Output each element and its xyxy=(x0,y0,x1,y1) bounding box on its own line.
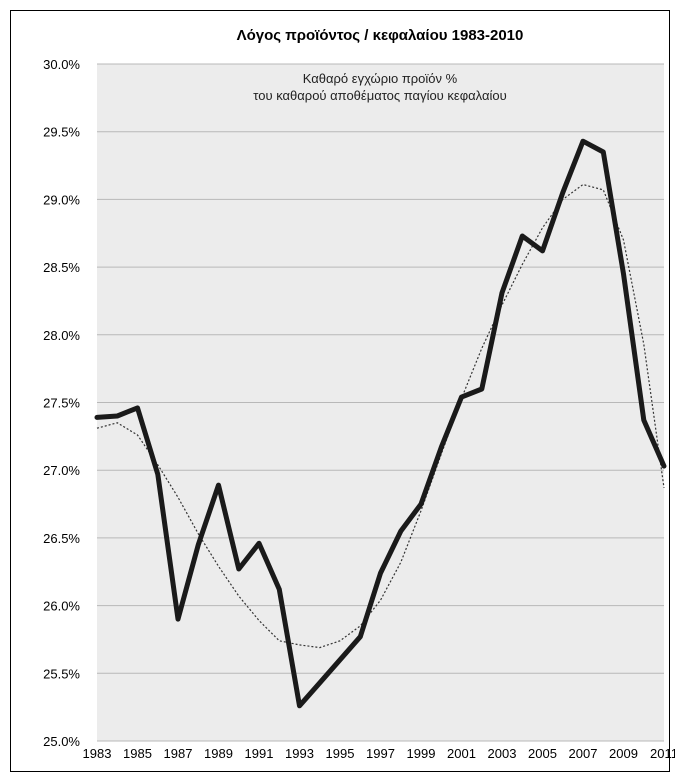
y-tick-label: 29.0% xyxy=(43,192,80,207)
x-tick-label: 2007 xyxy=(569,746,598,761)
x-tick-label: 1993 xyxy=(285,746,314,761)
x-tick-label: 1999 xyxy=(407,746,436,761)
y-tick-label: 26.5% xyxy=(43,531,80,546)
x-tick-label: 2001 xyxy=(447,746,476,761)
series-lines xyxy=(94,138,667,709)
y-tick-label: 26.0% xyxy=(43,599,80,614)
chart-subtitle-line-1: Καθαρό εγχώριο προϊόν % xyxy=(303,71,458,86)
y-tick-label: 28.5% xyxy=(43,260,80,275)
x-tick-label: 1995 xyxy=(326,746,355,761)
x-tick-label: 1983 xyxy=(83,746,112,761)
x-tick-label: 2011 xyxy=(650,746,675,761)
x-axis-ticks: 1983 1985 1987 1989 1991 1993 1995 1997 1999 2001… xyxy=(83,746,675,761)
y-tick-label: 28.0% xyxy=(43,328,80,343)
y-axis-ticks: 25.0% 25.5% 26.0% 26.5% 27.0% 27.5% 28.0% 28.5%… xyxy=(43,57,80,749)
y-tick-label: 27.0% xyxy=(43,463,80,478)
x-tick-label: 2003 xyxy=(488,746,517,761)
x-tick-label: 1987 xyxy=(164,746,193,761)
x-tick-label: 1985 xyxy=(123,746,152,761)
y-tick-label: 27.5% xyxy=(43,396,80,411)
series-trend-line xyxy=(96,183,665,649)
chart-title: Λόγος προϊόντος / κεφαλαίου 1983-2010 xyxy=(237,27,524,44)
y-tick-label: 29.5% xyxy=(43,125,80,140)
y-tick-label: 25.0% xyxy=(43,734,80,749)
x-tick-label: 2009 xyxy=(609,746,638,761)
x-tick-label: 1989 xyxy=(204,746,233,761)
x-tick-label: 1991 xyxy=(245,746,274,761)
y-tick-label: 30.0% xyxy=(43,57,80,72)
series-main-line xyxy=(94,138,667,709)
x-tick-label: 1997 xyxy=(366,746,395,761)
x-tick-label: 2005 xyxy=(528,746,557,761)
chart-subtitle-line-2: του καθαρού αποθέματος παγίου κεφαλαίου xyxy=(253,88,506,103)
gridlines xyxy=(97,63,664,742)
y-tick-label: 25.5% xyxy=(43,666,80,681)
